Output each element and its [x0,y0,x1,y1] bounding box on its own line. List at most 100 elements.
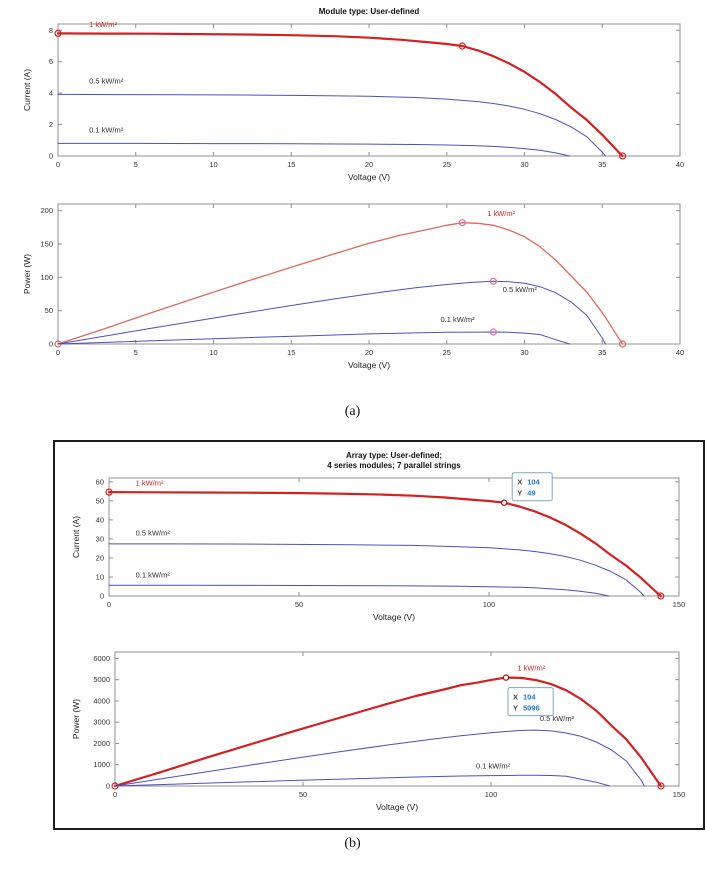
figure-caption-a: (a) [344,404,361,419]
array-iv-svg: 0 50 100 150 0 10 20 30 40 50 60 Voltage (V) Current… [71,451,685,622]
series-label: 0.1 kW/m² [476,761,511,770]
series-0-5-kw-m [57,280,606,345]
datatip: X 104 Y 49 [511,472,553,502]
y-tick-label: 2 [49,120,53,129]
x-tick-label: 20 [365,348,373,357]
series-0-5-kw-m [108,543,645,597]
axes-box [114,651,680,787]
module-pv-svg: 0 5 10 15 20 25 30 35 40 0 50 100 150 200 Voltage (V) P… [22,203,684,370]
curve-marker [489,277,497,285]
series-label: 0.5 kW/m² [136,529,171,538]
figure-caption-b: (b) [344,836,361,851]
x-tick-label: 25 [443,160,451,169]
series-0-1-kw-m [57,331,571,345]
x-tick-label: 30 [520,348,528,357]
y-tick-label: 6 [49,57,53,66]
datatip-marker [502,674,510,681]
series-label: 0.1 kW/m² [89,125,124,134]
curve-marker [458,219,466,227]
x-tick-label: 100 [485,790,498,799]
series-label: 0.1 kW/m² [136,571,171,580]
array-pv-chart: 0 50 100 150 0 1000 2000 3000 4000 5000 6000 Voltag… [67,638,691,818]
series-label: 0.1 kW/m² [441,315,476,324]
x-axis-label: Voltage (V) [376,802,418,812]
x-tick-label: 10 [209,160,217,169]
chart-title: 4 series modules; 7 parallel strings [327,461,461,470]
y-tick-label: 200 [40,206,53,215]
y-tick-label: 3000 [93,718,110,727]
x-tick-label: 10 [209,348,217,357]
y-tick-label: 50 [45,306,53,315]
x-tick-label: 40 [676,160,684,169]
datatip: X 104 Y 5096 [507,687,554,717]
y-tick-label: 20 [96,553,104,562]
x-tick-label: 0 [56,160,60,169]
series-0-1-kw-m [114,774,611,787]
y-axis-label: Current (A) [71,516,81,558]
array-figure-frame: 0 50 100 150 0 10 20 30 40 50 60 Voltage (V) Current… [53,440,705,830]
x-tick-label: 0 [107,600,111,609]
curve-marker [657,592,665,600]
y-tick-label: 150 [40,240,53,249]
y-axis-label: Power (W) [71,699,81,739]
svg-text:X: X [513,693,518,702]
y-tick-label: 30 [96,534,104,543]
curve-marker [618,340,627,348]
y-tick-label: 2000 [93,739,110,748]
x-tick-label: 50 [299,790,307,799]
curve-marker [618,152,627,160]
series-0-5-kw-m [57,93,606,157]
x-tick-label: 5 [134,160,138,169]
y-tick-label: 8 [49,26,53,35]
axes-box [57,203,681,345]
module-iv-svg: 0 5 10 15 20 25 30 35 40 0 2 4 6 8 Voltage (V) Current … [22,7,684,182]
x-tick-label: 50 [295,600,303,609]
curve-marker [105,488,113,496]
x-axis-label: Voltage (V) [373,612,415,622]
svg-text:104: 104 [527,478,540,487]
x-tick-label: 30 [520,160,528,169]
chart-title: Module type: User-defined [319,7,420,16]
x-tick-label: 150 [673,790,686,799]
series-0-5-kw-m [114,729,645,787]
x-tick-label: 35 [598,348,606,357]
series-0-1-kw-m [57,142,571,157]
svg-text:Y: Y [517,489,522,498]
x-tick-label: 0 [113,790,117,799]
series-1-kw-m [57,222,624,345]
curve-marker [54,29,62,37]
series-0-1-kw-m [108,584,610,597]
x-tick-label: 15 [287,348,295,357]
array-pv-svg: 0 50 100 150 0 1000 2000 3000 4000 5000 6000 Voltag… [71,651,686,812]
y-tick-label: 0 [100,592,104,601]
series-label: 0.5 kW/m² [89,77,124,86]
curve-marker [458,42,466,50]
y-tick-label: 50 [96,496,104,505]
curve-marker [489,328,497,336]
series-label: 1 kW/m² [136,479,164,488]
datatip-marker [501,499,508,506]
x-axis-label: Voltage (V) [348,360,390,370]
chart-title: Array type: User-defined; [346,451,442,460]
y-tick-label: 0 [49,340,53,349]
x-tick-label: 25 [443,348,451,357]
module-pv-chart: 0 5 10 15 20 25 30 35 40 0 50 100 150 200 Voltage (V) P… [18,192,692,376]
y-tick-label: 0 [106,782,110,791]
y-tick-label: 6000 [93,654,110,663]
svg-text:49: 49 [527,489,535,498]
y-tick-label: 40 [96,515,104,524]
array-iv-chart: 0 50 100 150 0 10 20 30 40 50 60 Voltage (V) Current… [67,448,691,628]
series-label: 0.5 kW/m² [503,285,538,294]
y-tick-label: 100 [40,273,53,282]
y-tick-label: 60 [96,477,104,486]
x-tick-label: 20 [365,160,373,169]
y-tick-label: 0 [49,152,53,161]
svg-text:104: 104 [523,693,536,702]
x-tick-label: 100 [483,600,496,609]
x-tick-label: 0 [56,348,60,357]
series-label: 1 kW/m² [517,664,545,673]
series-label: 1 kW/m² [89,20,117,29]
y-axis-label: Power (W) [22,254,32,294]
svg-text:X: X [517,478,522,487]
